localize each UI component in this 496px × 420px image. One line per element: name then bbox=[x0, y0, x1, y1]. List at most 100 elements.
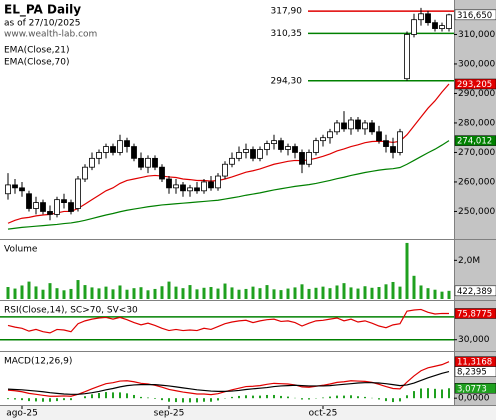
volume-bar bbox=[265, 285, 269, 299]
volume-bar bbox=[118, 285, 122, 299]
volume-bar bbox=[328, 288, 332, 299]
chart-subtitle: as of 27/10/2025 bbox=[4, 19, 80, 29]
volume-bar bbox=[181, 288, 185, 299]
histogram-bar bbox=[273, 394, 275, 399]
volume-bar bbox=[237, 289, 241, 299]
volume-bar bbox=[83, 285, 87, 299]
value-box bbox=[454, 366, 496, 377]
value-box-label: 8,2395 bbox=[457, 368, 487, 378]
candle-body bbox=[299, 152, 305, 165]
candle-body bbox=[33, 202, 39, 209]
candle-body bbox=[166, 178, 172, 189]
level-label: 294,30 bbox=[271, 76, 303, 86]
volume-bar bbox=[188, 285, 192, 299]
candle-body bbox=[5, 184, 11, 195]
volume-bar bbox=[321, 286, 325, 299]
y-tick-label: 280,000 bbox=[458, 118, 495, 128]
candle-body bbox=[383, 140, 389, 147]
candle-body bbox=[376, 131, 382, 142]
candle-body bbox=[152, 157, 158, 168]
candle-body bbox=[404, 34, 410, 80]
histogram-bar bbox=[259, 395, 261, 399]
histogram-bar bbox=[329, 396, 331, 399]
histogram-bar bbox=[98, 393, 100, 399]
volume-bar bbox=[62, 290, 66, 299]
histogram-bar bbox=[126, 393, 128, 399]
candle-body bbox=[236, 152, 242, 159]
candle-body bbox=[257, 149, 263, 159]
histogram-bar bbox=[441, 389, 443, 399]
ema-line bbox=[7, 83, 450, 224]
candle-body bbox=[19, 187, 25, 192]
candle-body bbox=[278, 140, 284, 150]
level-label: 310,35 bbox=[271, 29, 303, 39]
histogram-bar bbox=[252, 395, 254, 399]
y-tick-label: 300,000 bbox=[458, 59, 495, 69]
histogram-bar bbox=[119, 392, 121, 399]
histogram-bar bbox=[84, 396, 86, 399]
candle-body bbox=[180, 184, 186, 192]
candle-body bbox=[145, 157, 151, 168]
candle-body bbox=[103, 146, 109, 153]
value-box-label: 75,8775 bbox=[457, 309, 492, 319]
volume-bar bbox=[34, 286, 38, 299]
volume-bar bbox=[195, 289, 199, 299]
volume-bar bbox=[433, 289, 437, 299]
volume-bar bbox=[111, 289, 115, 299]
value-box bbox=[454, 135, 496, 146]
volume-bar bbox=[48, 283, 52, 299]
candle-body bbox=[110, 146, 116, 153]
histogram-bar bbox=[147, 397, 149, 399]
candle-body bbox=[271, 140, 277, 144]
x-tick-label: oct-25 bbox=[309, 409, 338, 419]
volume-bar bbox=[209, 287, 213, 299]
candle-body bbox=[313, 140, 319, 153]
histogram-bar bbox=[399, 398, 401, 402]
histogram-bar bbox=[133, 394, 135, 399]
candle-body bbox=[355, 119, 361, 130]
histogram-bar bbox=[49, 398, 51, 402]
volume-bar bbox=[20, 285, 24, 299]
volume-bar bbox=[363, 286, 367, 299]
candle-body bbox=[250, 149, 256, 159]
candle-body bbox=[432, 22, 438, 29]
histogram-bar bbox=[392, 398, 394, 403]
volume-bar bbox=[223, 283, 227, 299]
histogram-bar bbox=[336, 395, 338, 399]
histogram-bar bbox=[112, 392, 114, 399]
candle-body bbox=[159, 166, 165, 180]
candle-body bbox=[425, 13, 431, 24]
candle-body bbox=[320, 137, 326, 142]
volume-bar bbox=[279, 290, 283, 299]
candle-body bbox=[194, 187, 200, 192]
candle-body bbox=[348, 119, 354, 130]
value-box-label: 293,205 bbox=[457, 80, 492, 90]
candle-body bbox=[341, 122, 347, 130]
volume-bar bbox=[90, 287, 94, 299]
y-tick-label: 2,0M bbox=[458, 256, 480, 266]
volume-bar bbox=[230, 287, 234, 299]
histogram-bar bbox=[448, 388, 450, 399]
histogram-bar bbox=[343, 395, 345, 399]
candle-body bbox=[208, 181, 214, 189]
x-axis-strip bbox=[0, 406, 496, 420]
histogram-bar bbox=[70, 398, 72, 401]
x-tick-label: sep-25 bbox=[154, 409, 185, 419]
value-box-label: 316,650 bbox=[457, 11, 492, 21]
x-tick-label: ago-25 bbox=[6, 409, 38, 419]
histogram-bar bbox=[42, 398, 44, 402]
histogram-bar bbox=[21, 398, 23, 401]
histogram-bar bbox=[91, 394, 93, 399]
panel-title: MACD(12,26,9) bbox=[4, 357, 72, 367]
value-box bbox=[454, 285, 496, 297]
candle-body bbox=[362, 122, 368, 130]
candle-body bbox=[334, 122, 340, 133]
volume-bar bbox=[251, 286, 255, 299]
chart-title: EL_PA Daily bbox=[4, 3, 81, 18]
histogram-bar bbox=[420, 388, 422, 399]
histogram-bar bbox=[266, 394, 268, 399]
legend-label: EMA(Close,70) bbox=[4, 58, 69, 68]
volume-bar bbox=[153, 288, 157, 299]
candle-body bbox=[47, 211, 53, 215]
